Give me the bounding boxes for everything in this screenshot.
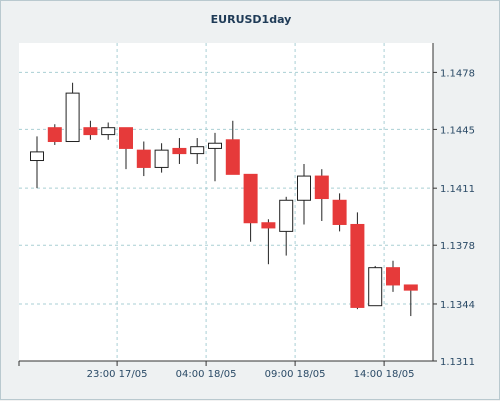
candle-body-up [368, 267, 383, 307]
x-tick-label: 23:00 17/05 [87, 369, 148, 380]
x-tick-label: 14:00 18/05 [354, 369, 415, 380]
chart-title: EURUSD1day [211, 13, 292, 26]
y-tick-label: 1.1445 [440, 125, 475, 136]
candle-body-up [279, 199, 294, 232]
y-tick-label: 1.1378 [440, 241, 475, 252]
candle-body-up [208, 142, 222, 149]
y-tick-label: 1.1311 [440, 357, 475, 368]
candle-body-up [30, 151, 44, 162]
candle-body-down [261, 222, 276, 229]
x-tick-label: 09:00 18/05 [265, 369, 326, 380]
y-tick-label: 1.1344 [440, 300, 475, 311]
x-tick-label: 04:00 18/05 [176, 369, 237, 380]
candle-body-up [154, 149, 169, 168]
y-tick-label: 1.1411 [440, 184, 475, 195]
candle-body-down [47, 127, 62, 143]
candle-body-up [297, 175, 311, 201]
candle-body-down [403, 284, 418, 291]
candle-body-down [172, 147, 187, 155]
candle-body-down [314, 175, 329, 200]
candle-body-down [136, 149, 151, 168]
candle-body-down [243, 173, 258, 224]
candle-body-up [65, 92, 80, 143]
candle-body-down [225, 139, 240, 175]
candle-body-down [83, 127, 98, 136]
candle-body-down [119, 127, 133, 149]
plot-area [19, 43, 433, 361]
candle-body-down [350, 223, 365, 308]
candle-body-down [386, 267, 400, 286]
candle-body-up [190, 146, 205, 155]
candle-body-down [332, 199, 347, 225]
y-tick-label: 1.1478 [440, 68, 475, 79]
candle-body-up [101, 127, 116, 136]
